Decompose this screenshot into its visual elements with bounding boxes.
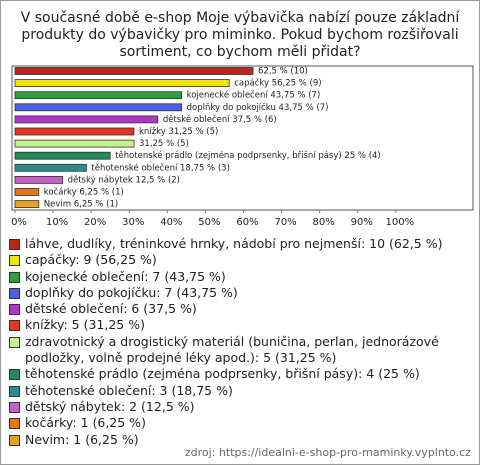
bar [14,115,159,124]
plot-frame [11,65,474,211]
legend-swatch [9,401,20,413]
x-tick-label: 80% [313,217,335,228]
legend-item: capáčky: 9 (56,25 %) [9,252,471,268]
bar [14,151,111,160]
bar [14,67,254,75]
chart-title: produkty do výbavičky pro miminko. Pokud… [21,27,458,43]
legend-label: těhotenské prádlo (zejména podprsenky, b… [25,366,420,382]
legend-label: kojenecké oblečení: 7 (43,75 %) [25,268,226,284]
legend-item: doplňky do pokojíčku: 7 (43,75 %) [9,285,471,301]
value-label: 62,5 % (10) [258,67,308,77]
x-tick-label: 70% [274,217,296,228]
value-label: dětské oblečení 37,5 % (6) [163,114,277,125]
value-label: capáčky 56,25 % (9) [234,78,321,89]
legend-item: dětské oblečení: 6 (37,5 %) [9,301,471,317]
value-label: kočárky 6,25 % (1) [44,187,124,198]
x-tick-label: 30% [122,217,144,228]
bar [14,200,40,209]
legend-item: těhotenské prádlo (zejména podprsenky, b… [9,366,471,382]
value-label: těhotenské prádlo (zejména podprsenky, b… [115,150,381,161]
chart-title: V současné době e-shop Moje výbavička na… [21,10,461,26]
bar [14,91,183,100]
legend-swatch [9,320,20,332]
legend-swatch [9,336,20,348]
value-label: 31,25 % (5) [139,139,189,149]
legend-item: kočárky: 1 (6,25 %) [9,415,471,431]
legend-label: dětský nábytek: 2 (12,5 %) [25,398,195,414]
legend-swatch [9,304,20,316]
value-label: kojenecké oblečení 43,75 % (7) [187,90,321,101]
source: zdroj: https://idealni-e-shop-pro-mamink… [184,446,471,459]
value-label: Nevim 6,25 % (1) [44,200,118,210]
x-tick-label: 60% [236,217,258,228]
bar [14,163,87,172]
legend-item: zdravotnický a drogistický materiál (bun… [9,334,471,367]
legend: láhve, dudlíky, tréninkové hrnky, nádobí… [9,236,471,448]
legend-label: kočárky: 1 (6,25 %) [25,415,146,431]
legend-swatch [9,434,20,446]
legend-label: doplňky do pokojíčku: 7 (43,75 %) [25,284,238,300]
legend-label: zdravotnický a drogistický materiál (bun… [25,333,439,366]
bar [14,188,40,196]
x-tick-label: 100% [386,217,415,228]
legend-item: dětský nábytek: 2 (12,5 %) [9,399,471,415]
legend-item: Nevim: 1 (6,25 %) [9,432,471,448]
x-tick-label: 90% [351,217,373,228]
value-label: těhotenské oblečení 18,75 % (3) [91,162,229,173]
legend-label: capáčky: 9 (56,25 %) [25,252,157,268]
x-tick-label: 10% [46,217,68,228]
chart-title: sortiment, co bychom měli přidat? [119,44,360,60]
bar [14,175,64,184]
x-tick-label: 50% [198,217,220,228]
chart: V současné době e-shop Moje výbavička na… [11,10,474,228]
legend-label: dětské oblečení: 6 (37,5 %) [25,301,197,317]
x-tick-label: 0% [11,217,27,228]
bar [14,79,230,87]
bar [14,139,135,148]
bar [14,127,135,136]
legend-label: láhve, dudlíky, tréninkové hrnky, nádobí… [25,236,443,251]
bar [14,103,183,112]
legend-label: knížky: 5 (31,25 %) [25,317,145,333]
legend-label: těhotenské oblečení: 3 (18,75 %) [25,382,233,398]
legend-label: Nevim: 1 (6,25 %) [25,431,139,447]
x-tick-label: 20% [84,217,106,228]
legend-swatch [9,255,20,267]
value-label: knížky 31,25 % (5) [139,127,218,137]
legend-item: těhotenské oblečení: 3 (18,75 %) [9,383,471,399]
value-label: doplňky do pokojíčku 43,75 % (7) [187,102,329,113]
legend-swatch [9,239,20,250]
legend-swatch [9,271,20,283]
legend-item: kojenecké oblečení: 7 (43,75 %) [9,269,471,285]
legend-item: láhve, dudlíky, tréninkové hrnky, nádobí… [9,236,471,252]
value-label: dětský nábytek 12,5 % (2) [68,175,180,185]
legend-swatch [9,385,20,397]
legend-swatch [9,369,20,381]
legend-swatch [9,287,20,299]
x-tick-label: 40% [160,217,182,228]
legend-item: knížky: 5 (31,25 %) [9,317,471,333]
legend-swatch [9,418,20,430]
